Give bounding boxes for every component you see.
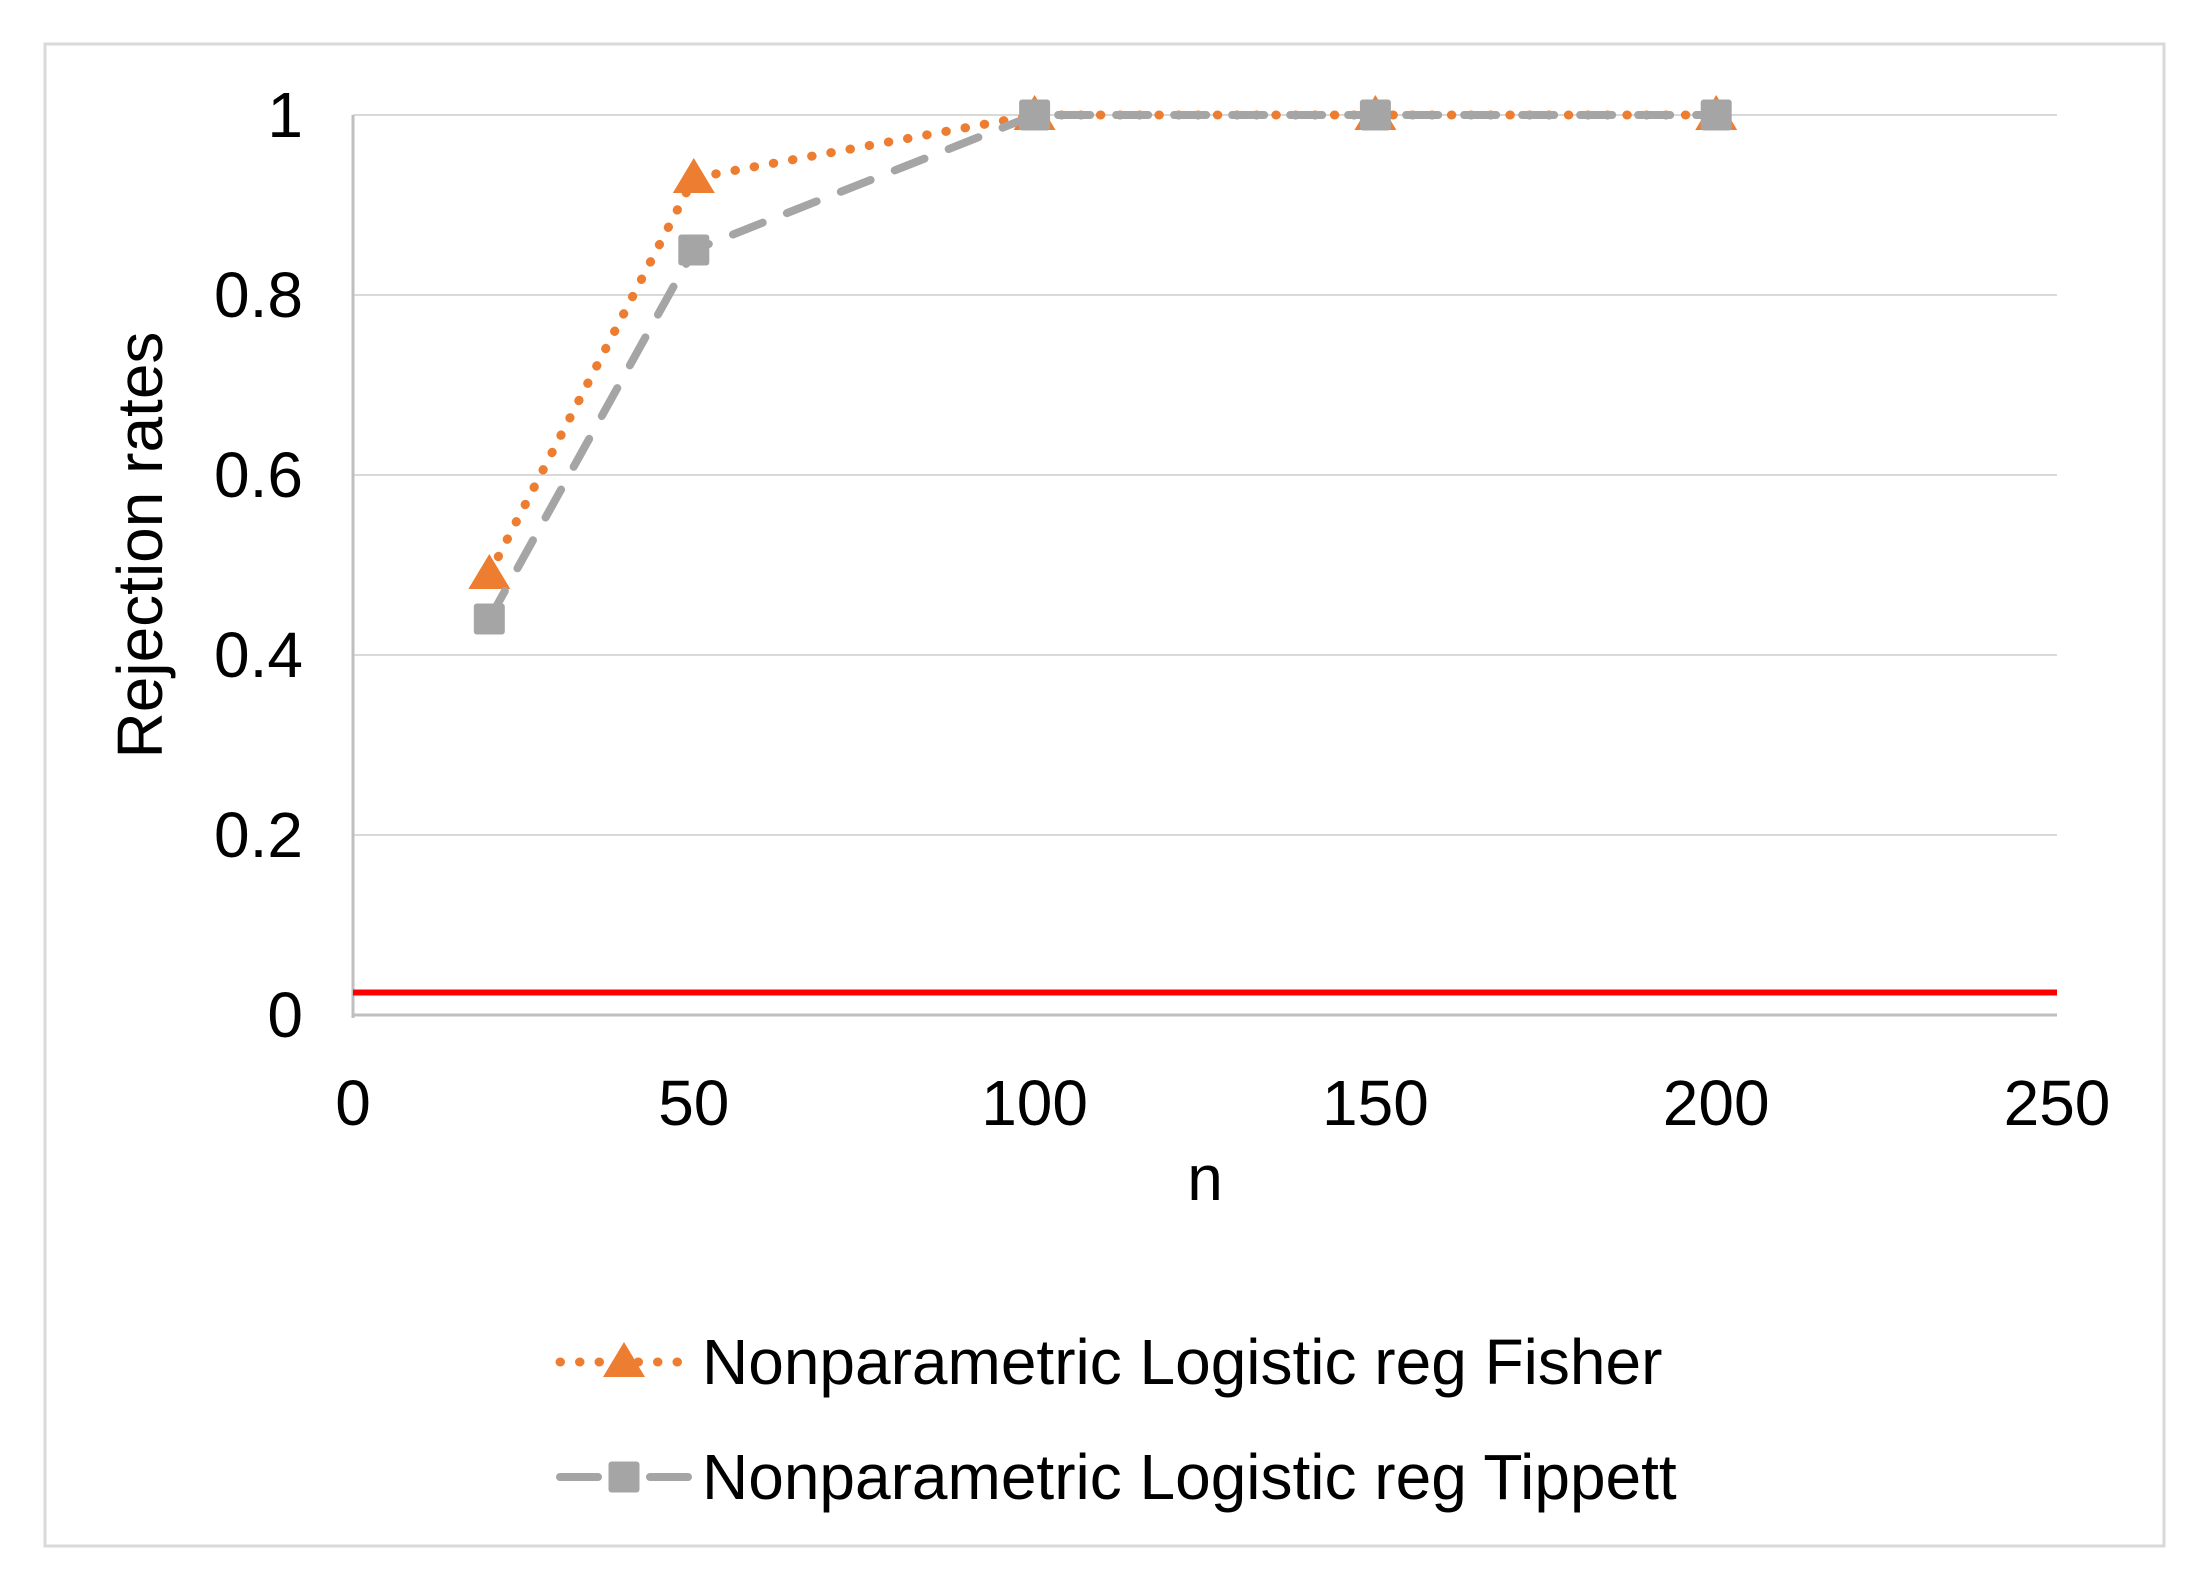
x-tick-label: 50	[658, 1067, 729, 1139]
data-point-square-marker	[1359, 99, 1391, 131]
y-tick-label: 0.6	[214, 439, 303, 511]
y-tick-label: 0.2	[214, 799, 303, 871]
data-point-square-marker	[1019, 99, 1051, 131]
y-tick-label: 1	[267, 79, 303, 151]
x-tick-label: 250	[2004, 1067, 2111, 1139]
y-tick-label: 0.4	[214, 619, 303, 691]
x-tick-label: 0	[335, 1067, 371, 1139]
data-point-triangle-marker	[672, 158, 715, 193]
x-axis-title: n	[1187, 1142, 1223, 1214]
data-point-square-marker	[1700, 99, 1732, 131]
x-tick-label: 150	[1322, 1067, 1429, 1139]
data-point-triangle-marker	[468, 554, 511, 589]
figure-border	[43, 42, 2166, 1548]
y-axis-title: Rejection rates	[104, 332, 176, 759]
legend-label: Nonparametric Logistic reg Tippett	[702, 1441, 1677, 1513]
legend-square-marker	[608, 1461, 640, 1493]
legend-triangle-marker	[603, 1342, 645, 1377]
data-point-square-marker	[678, 234, 710, 266]
y-tick-label: 0	[267, 979, 303, 1051]
legend-label: Nonparametric Logistic reg Fisher	[702, 1326, 1662, 1398]
data-point-square-marker	[473, 603, 505, 635]
y-tick-label: 0.8	[214, 259, 303, 331]
x-tick-label: 100	[981, 1067, 1088, 1139]
x-tick-label: 200	[1663, 1067, 1770, 1139]
